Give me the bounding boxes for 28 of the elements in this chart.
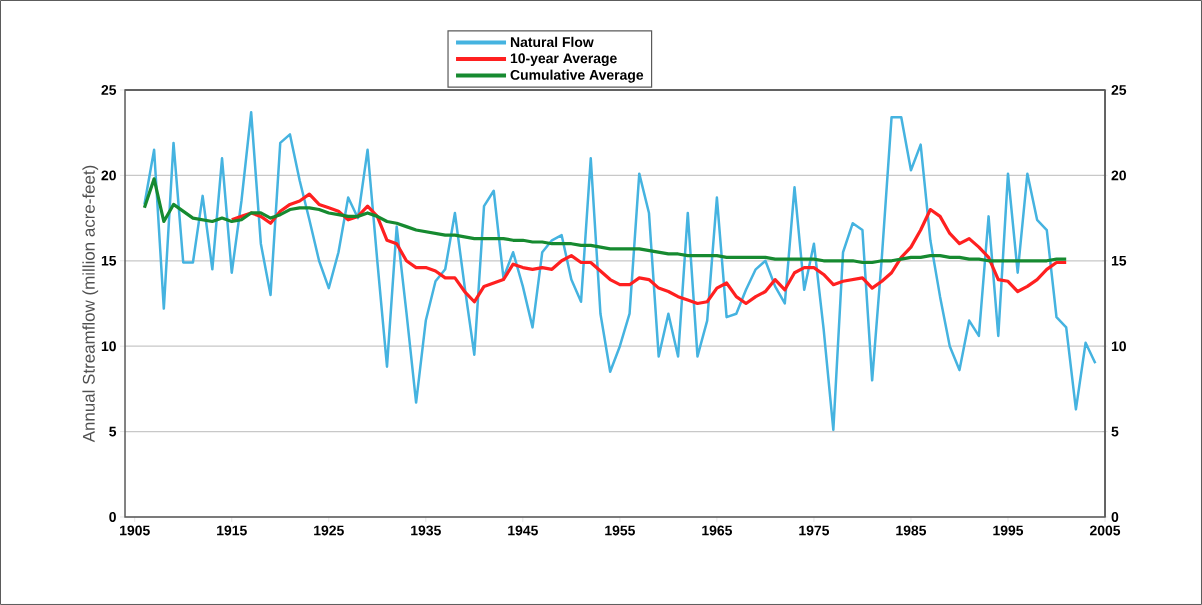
x-tick-label: 1935 — [411, 525, 441, 536]
x-tick-label: 1965 — [702, 525, 733, 536]
y-tick-label: 20 — [101, 170, 116, 181]
x-tick-label: 1915 — [217, 525, 247, 536]
y2-tick-label: 5 — [1111, 426, 1119, 437]
line-series — [143, 110, 1097, 432]
x-tick-label: 2005 — [1089, 525, 1121, 536]
x-tick-label: 1975 — [799, 525, 830, 536]
y-tick-label: 10 — [101, 341, 116, 352]
x-tick-label: 1945 — [508, 525, 538, 536]
legend-label: 10-year Average — [510, 53, 617, 67]
y-tick-label: 15 — [101, 255, 117, 266]
y-axis-title: Annual Streamflow (million acre-feet) — [82, 165, 99, 443]
y2-tick-label: 0 — [1111, 512, 1119, 522]
y2-tick-label: 10 — [1111, 341, 1126, 352]
y2-tick-label: 25 — [1111, 85, 1127, 95]
y-tick-label: 0 — [109, 512, 116, 522]
y-tick-label: 5 — [109, 426, 117, 437]
x-tick-label: 1925 — [314, 525, 344, 536]
legend-label: Cumulative Average — [510, 69, 644, 83]
y2-tick-label: 20 — [1111, 170, 1126, 181]
x-tick-label: 1985 — [896, 525, 927, 536]
legend-label: Natural Flow — [510, 36, 594, 48]
x-tick-label: 1995 — [993, 525, 1024, 536]
x-tick-label: 1955 — [605, 525, 635, 536]
y2-tick-label: 15 — [1111, 255, 1127, 266]
y-tick-label: 25 — [101, 85, 117, 95]
x-tick-label: 1905 — [120, 525, 150, 536]
